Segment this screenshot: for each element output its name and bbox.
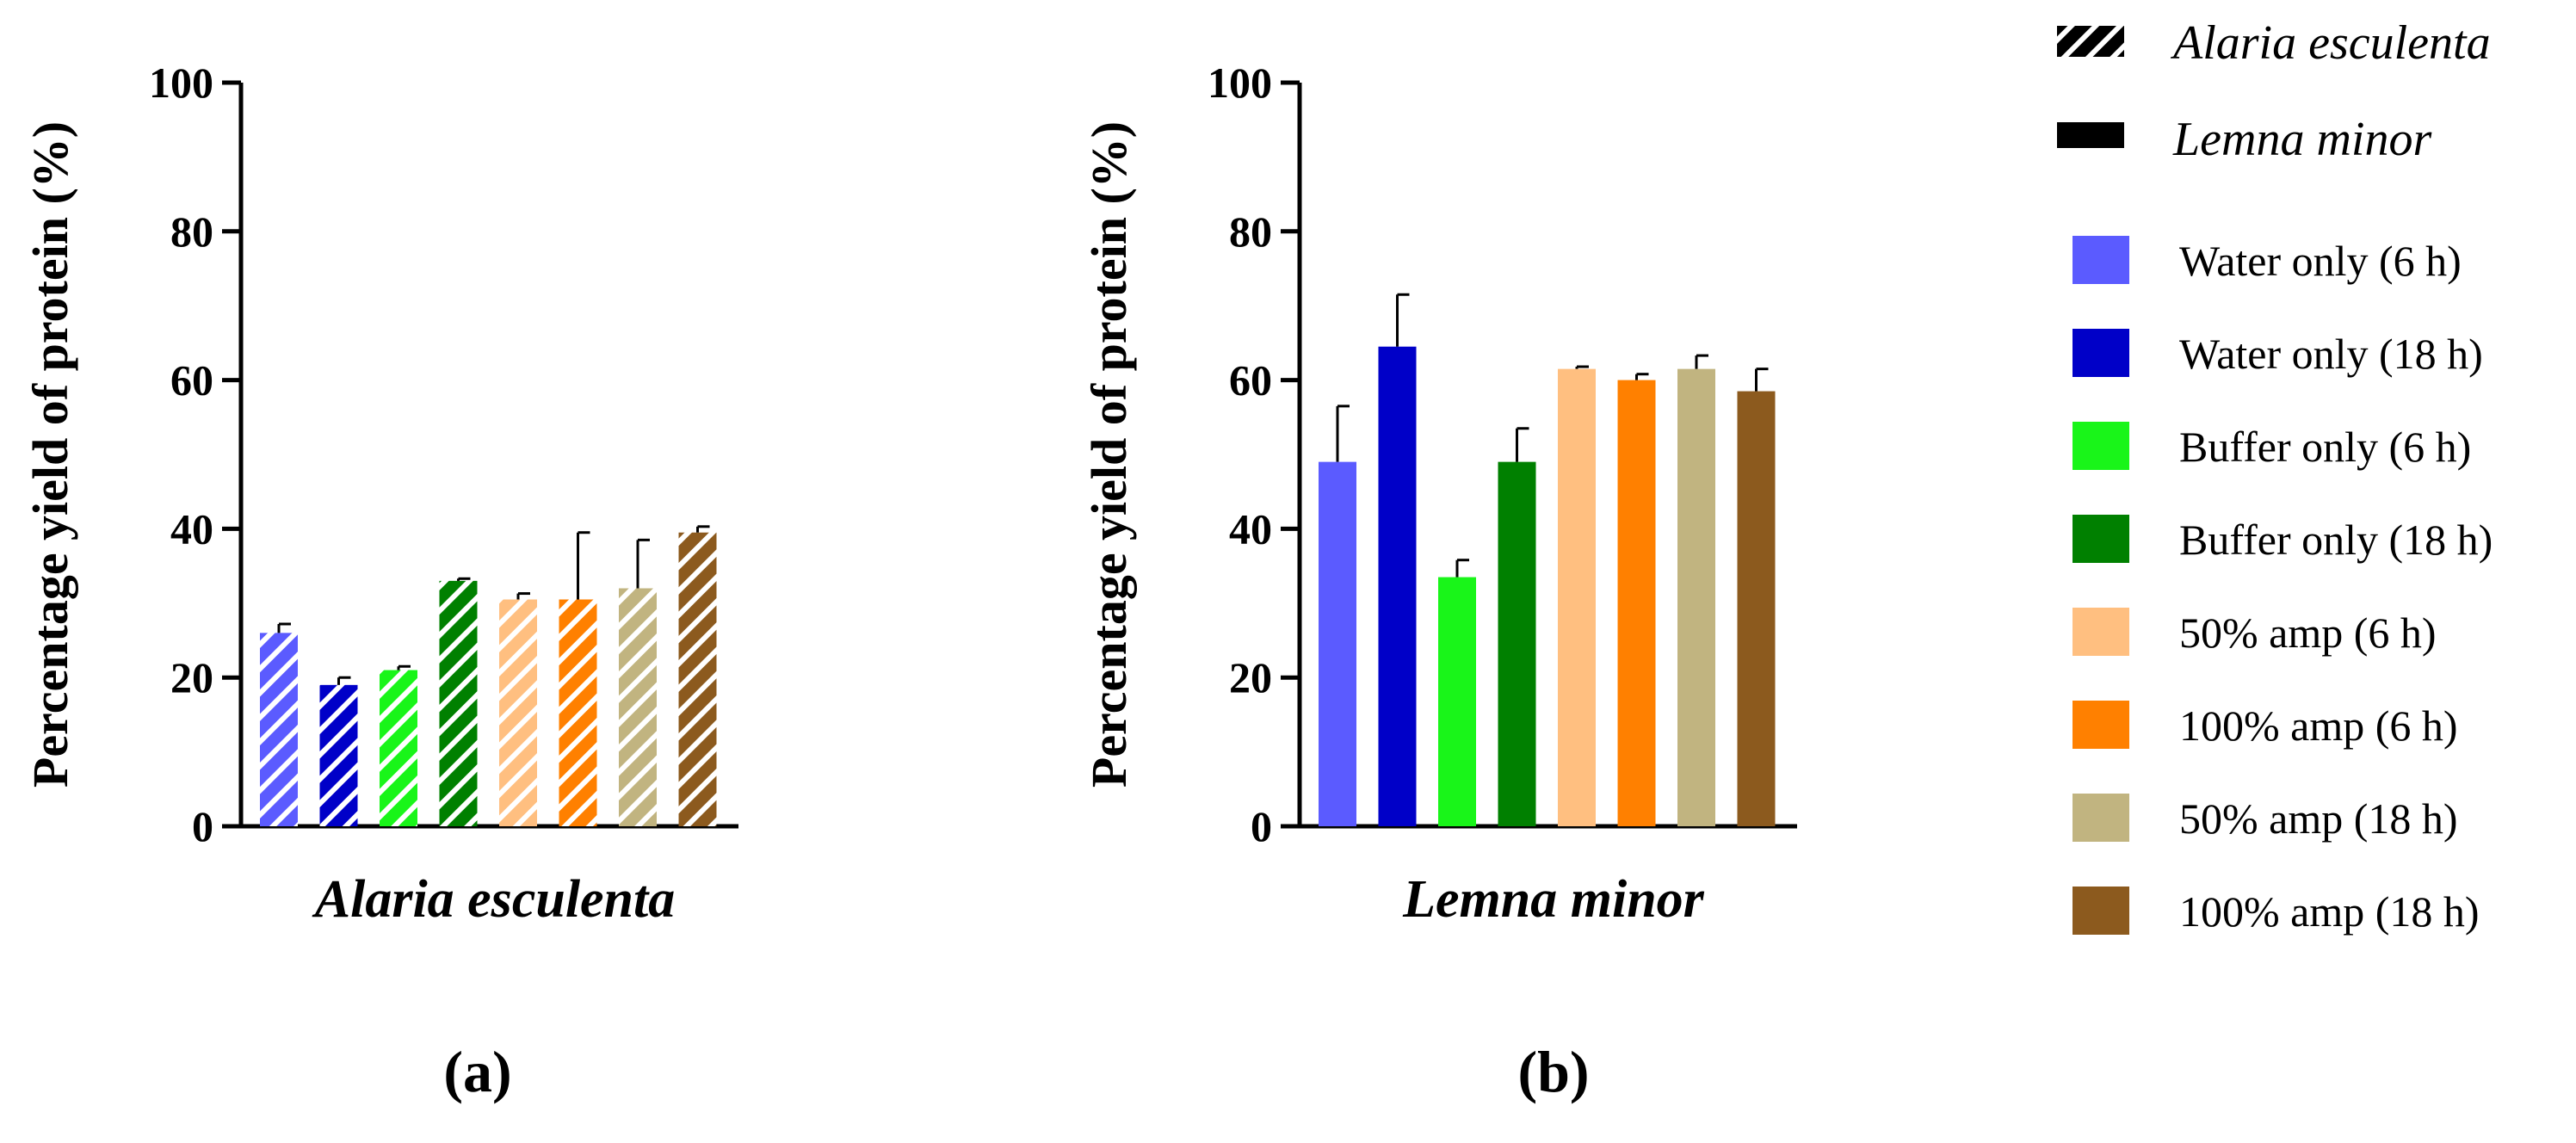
y-tick-label: 0 [1251, 802, 1272, 850]
legend-species-label: Lemna minor [2172, 113, 2431, 166]
legend-item-label: Water only (6 h) [2179, 237, 2462, 285]
bar: Water only (6 h): 26 [260, 633, 298, 826]
bar: Buffer only (6 h): 33.5 [1438, 577, 1476, 826]
legend-item-label: Water only (18 h) [2179, 330, 2483, 378]
x-axis-label: Lemna minor [1402, 870, 1705, 929]
bar: 50% amp (6 h): 61.5 [1558, 368, 1596, 826]
y-tick-label: 60 [170, 356, 213, 405]
x-axis-label: Alaria esculenta [312, 870, 676, 929]
legend-swatch-solid [2057, 122, 2124, 148]
legend-swatch [2073, 608, 2129, 656]
bar: Buffer only (18 h): 49 [1498, 461, 1536, 826]
bar: 50% amp (6 h): 30.5 [499, 599, 537, 826]
legend-swatch [2073, 701, 2129, 749]
bar: 100% amp (18 h): 39.5 [678, 532, 717, 826]
chart-panel-a: 0 20 40 60 80 100 Water only (6 h): 26 Water on… [22, 59, 738, 1104]
panel-label: (b) [1517, 1039, 1589, 1104]
legend-swatch [2073, 422, 2129, 470]
legend-swatch-hatched [2057, 26, 2124, 57]
y-tick-label: 100 [1208, 59, 1272, 107]
legend-item-label: Buffer only (18 h) [2179, 516, 2493, 564]
y-axis-label: Percentage yield of protein (%) [1081, 121, 1137, 788]
y-tick-label: 60 [1229, 356, 1272, 405]
panel-label: (a) [443, 1039, 511, 1104]
chart-panel-b: 0 20 40 60 80 100 Water only (6 h): 49 Water on… [1081, 59, 1797, 1104]
bar: 50% amp (18 h): 61.5 [1677, 368, 1715, 826]
legend-item-label: 100% amp (6 h) [2179, 701, 2458, 750]
bar: Water only (18 h): 64.5 [1378, 346, 1417, 827]
y-tick-label: 20 [170, 653, 213, 701]
y-tick-label: 20 [1229, 653, 1272, 701]
legend-swatch [2073, 794, 2129, 842]
y-tick-label: 80 [170, 207, 213, 256]
bar: 100% amp (6 h): 60 [1617, 380, 1656, 827]
legend-item-label: 50% amp (18 h) [2179, 794, 2458, 843]
bar: Water only (6 h): 49 [1319, 461, 1356, 826]
y-tick-label: 80 [1229, 207, 1272, 256]
y-tick-label: 40 [1229, 504, 1272, 553]
y-tick-label: 0 [192, 802, 213, 850]
legend-swatch [2073, 515, 2129, 563]
legend-item-label: 100% amp (18 h) [2179, 887, 2480, 936]
y-axis-label: Percentage yield of protein (%) [22, 121, 78, 788]
legend-species-label: Alaria esculenta [2170, 16, 2491, 70]
legend-swatch [2073, 329, 2129, 377]
bar: Buffer only (18 h): 33 [439, 580, 478, 826]
legend-item-label: 50% amp (6 h) [2179, 609, 2437, 657]
y-tick-label: 40 [170, 504, 213, 553]
bar: Buffer only (6 h): 21 [380, 670, 417, 826]
bar: 100% amp (6 h): 30.5 [559, 599, 597, 826]
legend-item-label: Buffer only (6 h) [2179, 423, 2471, 471]
bar: 50% amp (18 h): 32 [619, 588, 657, 826]
legend-swatch [2073, 236, 2129, 284]
legend-swatch [2073, 887, 2129, 935]
y-tick-label: 100 [149, 59, 213, 107]
bar: 100% amp (18 h): 58.5 [1737, 391, 1776, 826]
bar: Water only (18 h): 19 [319, 684, 358, 826]
legend: Alaria esculenta Lemna minor Water only (6… [2057, 16, 2493, 936]
